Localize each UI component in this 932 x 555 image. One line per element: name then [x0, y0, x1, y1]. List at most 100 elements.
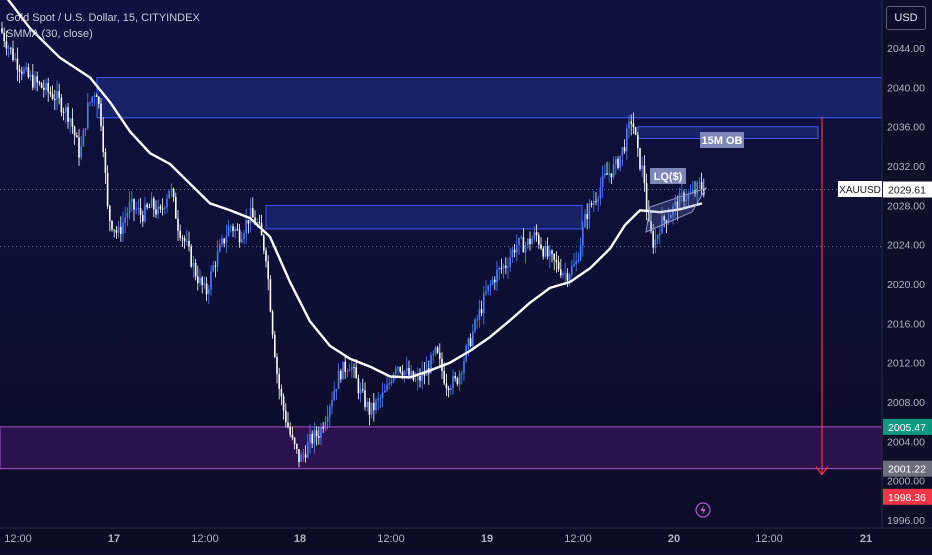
candle [524, 241, 527, 264]
candle [230, 224, 232, 233]
candle [476, 314, 478, 330]
price-tick-label: 2036.00 [887, 122, 925, 134]
candle-body [153, 198, 155, 210]
candle-body [285, 410, 287, 423]
candle-body [687, 193, 690, 200]
mid-demand-zone[interactable] [265, 204, 583, 230]
candle [111, 220, 113, 232]
candle-body [443, 370, 445, 384]
candle [573, 252, 575, 268]
candle [562, 271, 564, 280]
upper-supply-zone[interactable] [96, 77, 883, 119]
candle [340, 368, 342, 383]
candle [234, 226, 236, 238]
price-tick-label: 2032.00 [887, 161, 925, 173]
candle-body [25, 67, 27, 70]
candle-body [142, 214, 144, 222]
candle [610, 173, 613, 185]
candle-body [12, 48, 14, 60]
candle [214, 261, 217, 278]
candle-body [351, 366, 353, 370]
candle [643, 155, 646, 192]
candle [414, 372, 417, 383]
candle-body [183, 238, 186, 242]
candle-body [478, 309, 481, 320]
candle-body [282, 396, 285, 411]
candle [58, 83, 60, 105]
candle [546, 237, 549, 260]
lower-demand-zone[interactable] [0, 426, 883, 470]
candle-body [608, 173, 610, 175]
candle [38, 80, 41, 86]
smma-line[interactable] [0, 0, 703, 379]
candle [238, 223, 241, 248]
candle-body [370, 402, 373, 415]
candle-body [190, 246, 192, 267]
symbol-tag-box [838, 181, 882, 197]
candle [73, 125, 76, 145]
candle [247, 219, 250, 234]
candle-body [546, 246, 549, 257]
candle [480, 300, 483, 317]
price-tick-label: 2024.00 [887, 240, 925, 252]
candle-body [663, 216, 665, 221]
candle-body [62, 112, 65, 114]
candle [676, 195, 679, 221]
candle-body [27, 67, 30, 78]
candle-body [590, 203, 593, 205]
candle [359, 382, 362, 403]
candle-body [513, 249, 516, 253]
candle [348, 363, 351, 372]
candle [307, 433, 309, 459]
price-tick-label: 2012.00 [887, 358, 925, 370]
candle-body [496, 269, 498, 283]
candle-body [586, 214, 588, 220]
candle-body [518, 237, 520, 246]
candle [597, 195, 599, 212]
candle-body [384, 390, 386, 393]
price-label-box-last [883, 181, 932, 198]
candle [102, 117, 104, 158]
candle [513, 244, 516, 258]
lightning-icon[interactable] [695, 502, 711, 518]
candle [472, 323, 474, 352]
candle [619, 155, 621, 172]
candle-body [430, 355, 432, 374]
candle-body [274, 334, 276, 357]
candle-body [192, 262, 195, 267]
candle [518, 237, 520, 255]
candle-body [120, 226, 122, 234]
candle [659, 226, 661, 245]
candle [243, 229, 245, 245]
candle-body [113, 229, 115, 231]
candle-body [227, 226, 230, 237]
candle-body [276, 356, 278, 374]
candle-body [414, 379, 417, 381]
candle-body [665, 220, 668, 224]
candle-body [280, 388, 283, 397]
candle-body [439, 352, 441, 359]
currency-button[interactable]: USD [886, 6, 926, 30]
candle [199, 269, 201, 287]
candle-body [51, 94, 54, 99]
candle-body [3, 32, 5, 42]
candle [368, 397, 371, 426]
candle-body [571, 266, 573, 275]
price-tick-label: 2000.00 [887, 476, 925, 488]
candle [362, 378, 364, 394]
candle-body [148, 207, 151, 209]
candle-body [643, 165, 646, 184]
candle-body [399, 367, 401, 372]
candle-body [397, 367, 399, 369]
candle-body [623, 147, 626, 152]
candle-body [128, 201, 131, 214]
candle-body [205, 283, 208, 295]
candle-body [333, 391, 335, 401]
candle [144, 196, 146, 224]
candle [93, 92, 96, 107]
rising-channel-shape[interactable] [645, 187, 708, 233]
candle [172, 187, 175, 202]
candle [181, 235, 184, 247]
